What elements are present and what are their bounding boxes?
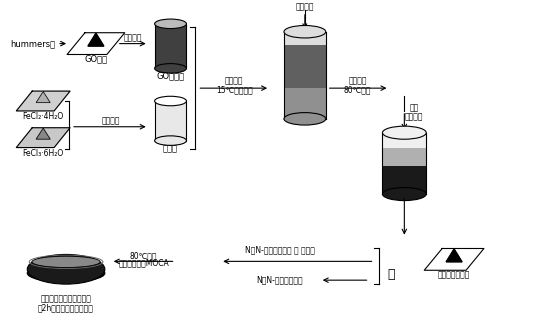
Ellipse shape (155, 96, 186, 106)
Ellipse shape (28, 254, 105, 284)
Ellipse shape (28, 264, 105, 282)
Text: 超声分散: 超声分散 (123, 33, 142, 42)
Text: 场2h后干燥得到复合材料: 场2h后干燥得到复合材料 (38, 304, 94, 312)
Text: 冷却: 冷却 (410, 104, 419, 113)
Polygon shape (382, 148, 426, 166)
Text: 离心处理: 离心处理 (405, 112, 424, 121)
Polygon shape (446, 249, 462, 262)
Ellipse shape (284, 25, 326, 38)
Ellipse shape (382, 188, 426, 201)
Polygon shape (155, 101, 186, 141)
Ellipse shape (155, 136, 186, 145)
Text: N，N-二甲基甲酰胺: N，N-二甲基甲酰胺 (257, 276, 303, 285)
Ellipse shape (155, 64, 186, 73)
Text: GO水溶液: GO水溶液 (156, 72, 185, 81)
Text: 超声分散: 超声分散 (102, 116, 120, 125)
Polygon shape (67, 33, 125, 55)
Polygon shape (16, 91, 70, 111)
Ellipse shape (155, 19, 186, 28)
Text: 80℃水浴: 80℃水浴 (130, 251, 157, 260)
Ellipse shape (32, 256, 100, 267)
Polygon shape (155, 24, 186, 68)
Text: 磁性石墨烯粉末: 磁性石墨烯粉末 (438, 271, 470, 280)
Text: GO粉末: GO粉末 (84, 54, 107, 63)
Polygon shape (424, 249, 484, 270)
Text: FeCl₂·4H₂O: FeCl₂·4H₂O (23, 112, 64, 121)
Text: hummers法: hummers法 (10, 39, 56, 48)
Text: 混合液: 混合液 (163, 144, 178, 153)
Text: FeCl₃·6H₂O: FeCl₃·6H₂O (23, 149, 64, 158)
Text: 机械搨拌: 机械搨拌 (225, 77, 244, 86)
Text: ＋: ＋ (388, 268, 395, 281)
Text: 滴加氨水: 滴加氨水 (295, 2, 314, 11)
Polygon shape (284, 88, 326, 119)
Text: 机械搨拌: 机械搨拌 (348, 77, 367, 86)
Polygon shape (284, 45, 326, 88)
Polygon shape (284, 32, 326, 45)
Text: N，N-二甲基甲酰胺 ＋ 聚氨酯: N，N-二甲基甲酰胺 ＋ 聚氨酯 (245, 245, 315, 254)
Polygon shape (16, 128, 70, 147)
Polygon shape (382, 166, 426, 194)
Ellipse shape (284, 113, 326, 125)
Polygon shape (36, 128, 50, 139)
Text: 混合液加入模具，放入磁: 混合液加入模具，放入磁 (41, 294, 91, 304)
Polygon shape (88, 33, 104, 46)
Ellipse shape (382, 126, 426, 139)
Text: 80℃水浴: 80℃水浴 (344, 86, 371, 94)
Text: 15℃以下水浴: 15℃以下水浴 (216, 86, 252, 94)
Polygon shape (382, 133, 426, 148)
Polygon shape (36, 91, 50, 103)
Text: 真空搨拌，加MOCA: 真空搨拌，加MOCA (118, 259, 169, 268)
